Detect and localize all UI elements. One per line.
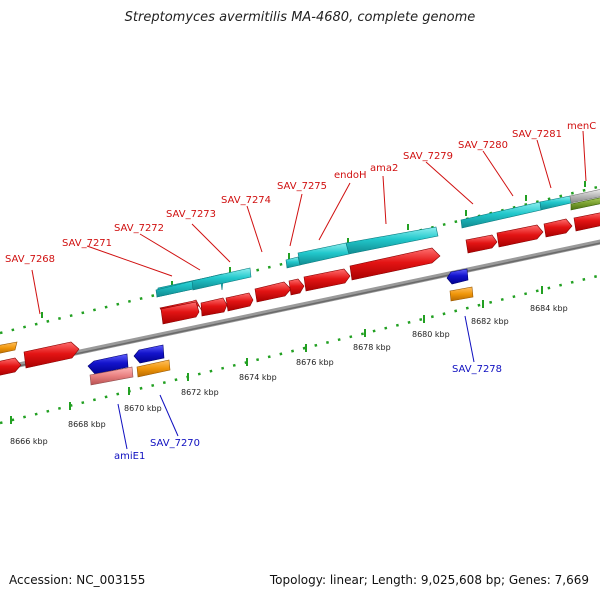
upper-cds-row [155,189,600,298]
bottom-labels: amiE1 SAV_7270 SAV_7278 [114,364,502,462]
gene-arrow [89,366,134,386]
gene-label: SAV_7273 [166,209,216,220]
lower-track [0,274,600,425]
gene-label: SAV_7272 [114,223,164,234]
gene-label: SAV_7281 [512,129,562,140]
gene-arrow [0,357,22,376]
scale-label: 8678 kbp [353,343,391,352]
scale-label: 8666 kbp [10,437,48,446]
gene-arrow [349,247,441,281]
gene-label: ama2 [370,163,398,174]
gene-arrow [133,344,165,364]
cds-feature [569,189,600,204]
accession-text: Accession: NC_003155 [9,573,146,587]
upper-gene-row [0,212,600,376]
gene-label: endoH [334,170,366,181]
gene-arrow [23,341,80,369]
cds-feature [191,267,252,291]
cds-feature [570,197,600,211]
gene-arrow [136,359,171,378]
gene-arrow [449,286,474,302]
cds-feature [460,201,542,229]
gene-label: SAV_7274 [221,195,271,206]
genome-summary: Topology: linear; Length: 9,025,608 bp; … [269,573,589,587]
scale-label: 8676 kbp [296,358,334,367]
cds-feature [345,226,439,255]
gene-arrow [200,297,228,317]
genome-backbone [0,239,600,372]
lower-gene-row [87,268,474,386]
gene-arrow [0,341,18,354]
gene-label: SAV_7280 [458,140,508,151]
gene-arrow [87,353,129,375]
gene-arrow [160,301,200,325]
gene-label: amiE1 [114,451,145,462]
top-label-leaders [31,130,587,315]
scale-label: 8684 kbp [530,304,568,313]
scale-label: 8682 kbp [471,317,509,326]
top-labels: SAV_7268 SAV_7271 SAV_7272 SAV_7273 SAV_… [5,121,596,265]
gene-label: SAV_7275 [277,181,327,192]
gene-label: menC [567,121,596,132]
gene-arrow [303,268,351,292]
gene-arrow [254,281,292,303]
gene-arrow [573,212,600,232]
gene-label: SAV_7279 [403,151,453,162]
gene-arrow [465,234,498,254]
scale-label: 8668 kbp [68,420,106,429]
cds-feature [297,242,350,266]
scale-label: 8672 kbp [181,388,219,397]
gene-label: SAV_7268 [5,254,55,265]
gene-arrow [288,278,305,296]
cds-feature [285,256,301,269]
gene-arrow [543,218,573,238]
gene-label: SAV_7270 [150,438,200,449]
cds-feature [539,195,572,211]
gene-label: SAV_7271 [62,238,112,249]
genome-title: Streptomyces avermitilis MA-4680, comple… [124,10,476,25]
scale-label: 8674 kbp [239,373,277,382]
scale-labels: 8666 kbp 8668 kbp 8670 kbp 8672 kbp 8674… [10,304,568,446]
gene-arrow [496,224,544,248]
scale-label: 8680 kbp [412,330,450,339]
gene-arrow [446,268,469,285]
scale-label: 8670 kbp [124,404,162,413]
gene-label: SAV_7278 [452,364,502,375]
bottom-label-leaders [117,315,475,450]
gene-arrow [225,292,254,312]
